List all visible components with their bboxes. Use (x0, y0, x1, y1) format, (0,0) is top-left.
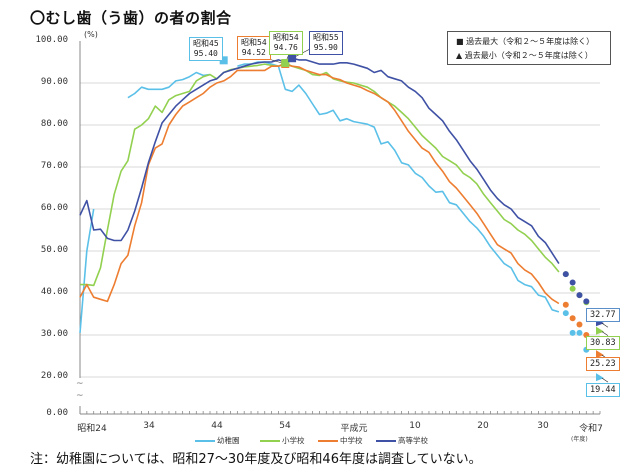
x-tick-34: 34 (143, 421, 155, 431)
callout-elementary-max: 昭和54 94.76 (269, 31, 303, 55)
label-high-school-min: 32.77 (586, 308, 620, 322)
x-tick-44: 44 (211, 421, 223, 431)
label-junior-high-min: 25.23 (586, 357, 620, 371)
legend-swatch (318, 439, 338, 442)
svg-text:~: ~ (76, 379, 84, 389)
x-tick-20: 20 (477, 421, 489, 431)
y-tick-0: 0.00 (46, 408, 68, 418)
callout-value: 94.76 (273, 43, 298, 52)
x-tick-heisei1: 平成元 (340, 424, 368, 434)
legend-swatch (376, 439, 396, 442)
legend-item-high-school: 高等学校 (376, 435, 428, 446)
y-tick-80: 80.00 (40, 119, 68, 129)
y-tick-70: 70.00 (40, 161, 68, 171)
y-tick-100: 100.00 (35, 35, 68, 45)
y-tick-90: 90.00 (40, 77, 68, 87)
callout-value: 94.52 (241, 48, 266, 57)
callout-value: 95.90 (313, 43, 338, 52)
legend-label: 中学校 (340, 436, 363, 445)
legend-swatch (195, 439, 215, 442)
legend-label: 幼稚園 (217, 436, 240, 445)
legend-label: 小学校 (282, 436, 305, 445)
callout-kindergarten-max: 昭和45 95.40 (189, 37, 223, 61)
callout-high-school-max: 昭和55 95.90 (309, 31, 343, 55)
y-tick-50: 50.00 (40, 245, 68, 255)
legend-label: 高等学校 (398, 436, 428, 445)
y-tick-40: 40.00 (40, 287, 68, 297)
footnote: 注：幼稚園については、昭和27〜30年度及び昭和46年度は調査していない。 (30, 452, 482, 467)
svg-text:~: ~ (76, 391, 84, 401)
legend-item-kindergarten: 幼稚園 (195, 435, 240, 446)
callout-era: 昭和55 (313, 33, 339, 42)
y-tick-30: 30.00 (40, 329, 68, 339)
x-tick-30: 30 (537, 421, 549, 431)
x-tick-reiwa7: 令和7 (579, 424, 603, 434)
x-tick-showa24: 昭和24 (77, 424, 107, 434)
callout-era: 昭和54 (273, 33, 299, 42)
marker-legend: ■ 過去最大（令和２〜５年度は除く） ▲ 過去最小（令和２〜５年度は除く） (447, 31, 611, 65)
callout-value: 95.40 (193, 49, 218, 58)
label-kindergarten-min: 19.44 (586, 383, 620, 397)
callout-junior-high-max: 昭和54 94.52 (237, 36, 271, 60)
callout-era: 昭和54 (241, 38, 267, 47)
y-tick-60: 60.00 (40, 203, 68, 213)
y-tick-20: 20.00 (40, 371, 68, 381)
legend-max-item: ■ 過去最大（令和２〜５年度は除く） (456, 37, 595, 46)
legend-min-item: ▲ 過去最小（令和２〜５年度は除く） (456, 51, 593, 60)
callout-era: 昭和45 (193, 39, 219, 48)
series-legend: 幼稚園 小学校 中学校 高等学校 (0, 435, 640, 447)
legend-item-elementary: 小学校 (260, 435, 305, 446)
label-elementary-min: 30.83 (586, 336, 620, 350)
x-tick-54: 54 (279, 421, 291, 431)
page-title: 〇むし歯（う歯）の者の割合 (30, 9, 232, 27)
legend-item-junior-high: 中学校 (318, 435, 363, 446)
x-axis-unit: (年度) (571, 436, 588, 443)
x-tick-10: 10 (409, 421, 421, 431)
y-axis-unit: (%) (84, 30, 98, 39)
legend-swatch (260, 439, 280, 442)
